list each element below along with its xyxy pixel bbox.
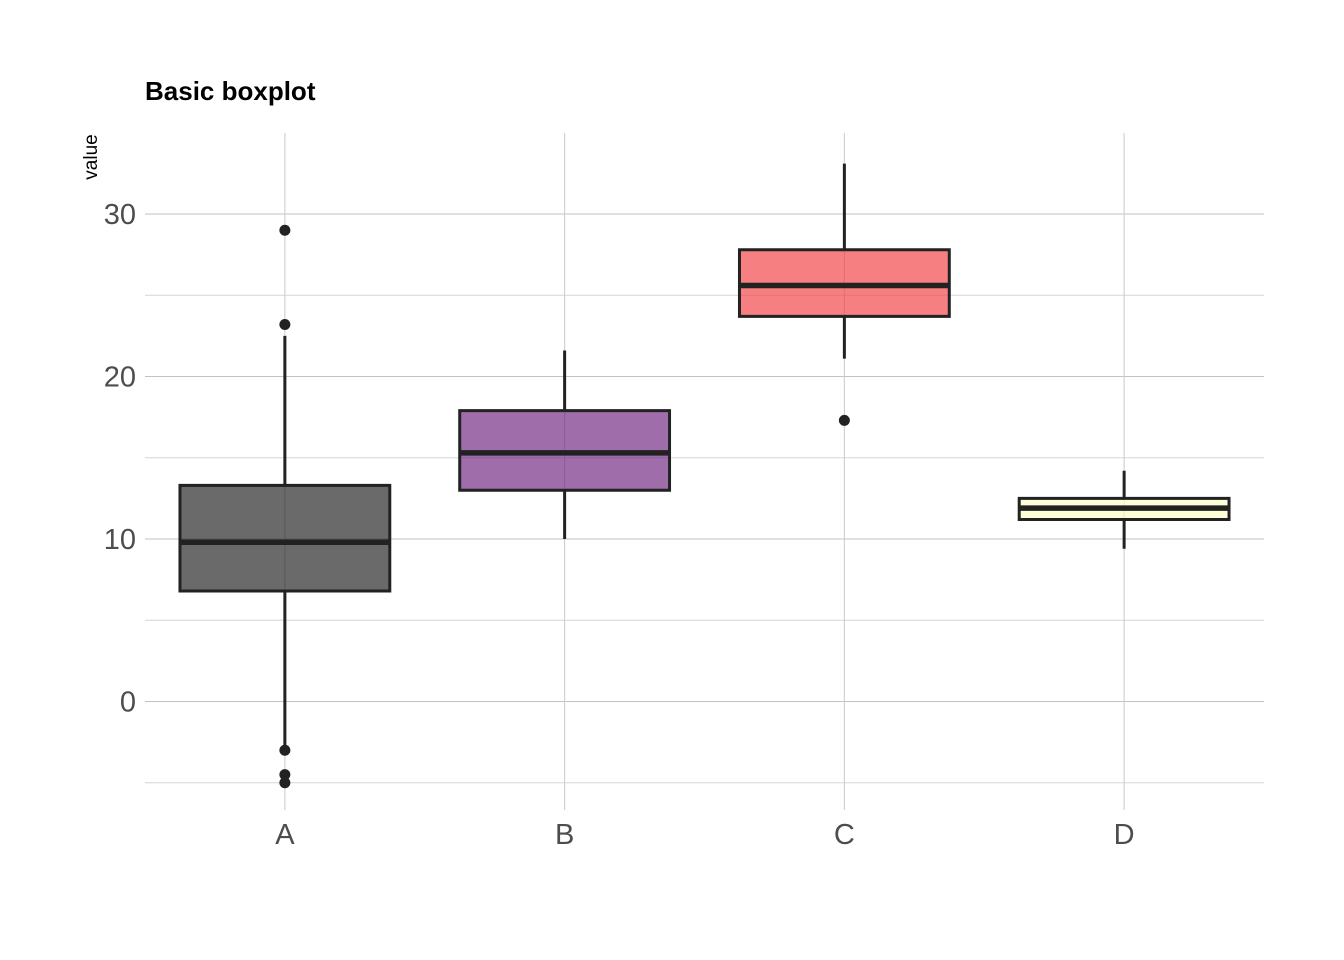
x-tick-label: D: [1114, 819, 1135, 851]
outlier-point: [838, 414, 850, 426]
boxes-layer: [178, 163, 1231, 789]
chart-title: Basic boxplot: [145, 76, 316, 106]
outlier-point: [279, 769, 291, 781]
y-axis-ticks: 0 10 20 30: [104, 199, 136, 719]
box-group: [737, 163, 951, 426]
box-group: [458, 350, 672, 539]
x-tick-label: B: [555, 819, 574, 851]
outlier-point: [279, 319, 291, 330]
x-axis-ticks: A B C D: [275, 819, 1134, 851]
box-group: [1017, 470, 1231, 549]
y-tick-label: 20: [104, 362, 136, 394]
outlier-point: [279, 777, 291, 789]
y-tick-label: 10: [104, 524, 136, 556]
box-group: [178, 224, 392, 789]
x-tick-label: C: [834, 819, 855, 851]
y-tick-label: 0: [120, 687, 136, 719]
box-iqr: [178, 483, 392, 593]
outlier-point: [279, 744, 291, 756]
grid-lines: [145, 133, 1264, 810]
outlier-point: [279, 224, 291, 236]
y-tick-label: 30: [104, 199, 136, 231]
x-tick-label: A: [275, 819, 295, 851]
y-axis-label: value: [81, 134, 102, 179]
